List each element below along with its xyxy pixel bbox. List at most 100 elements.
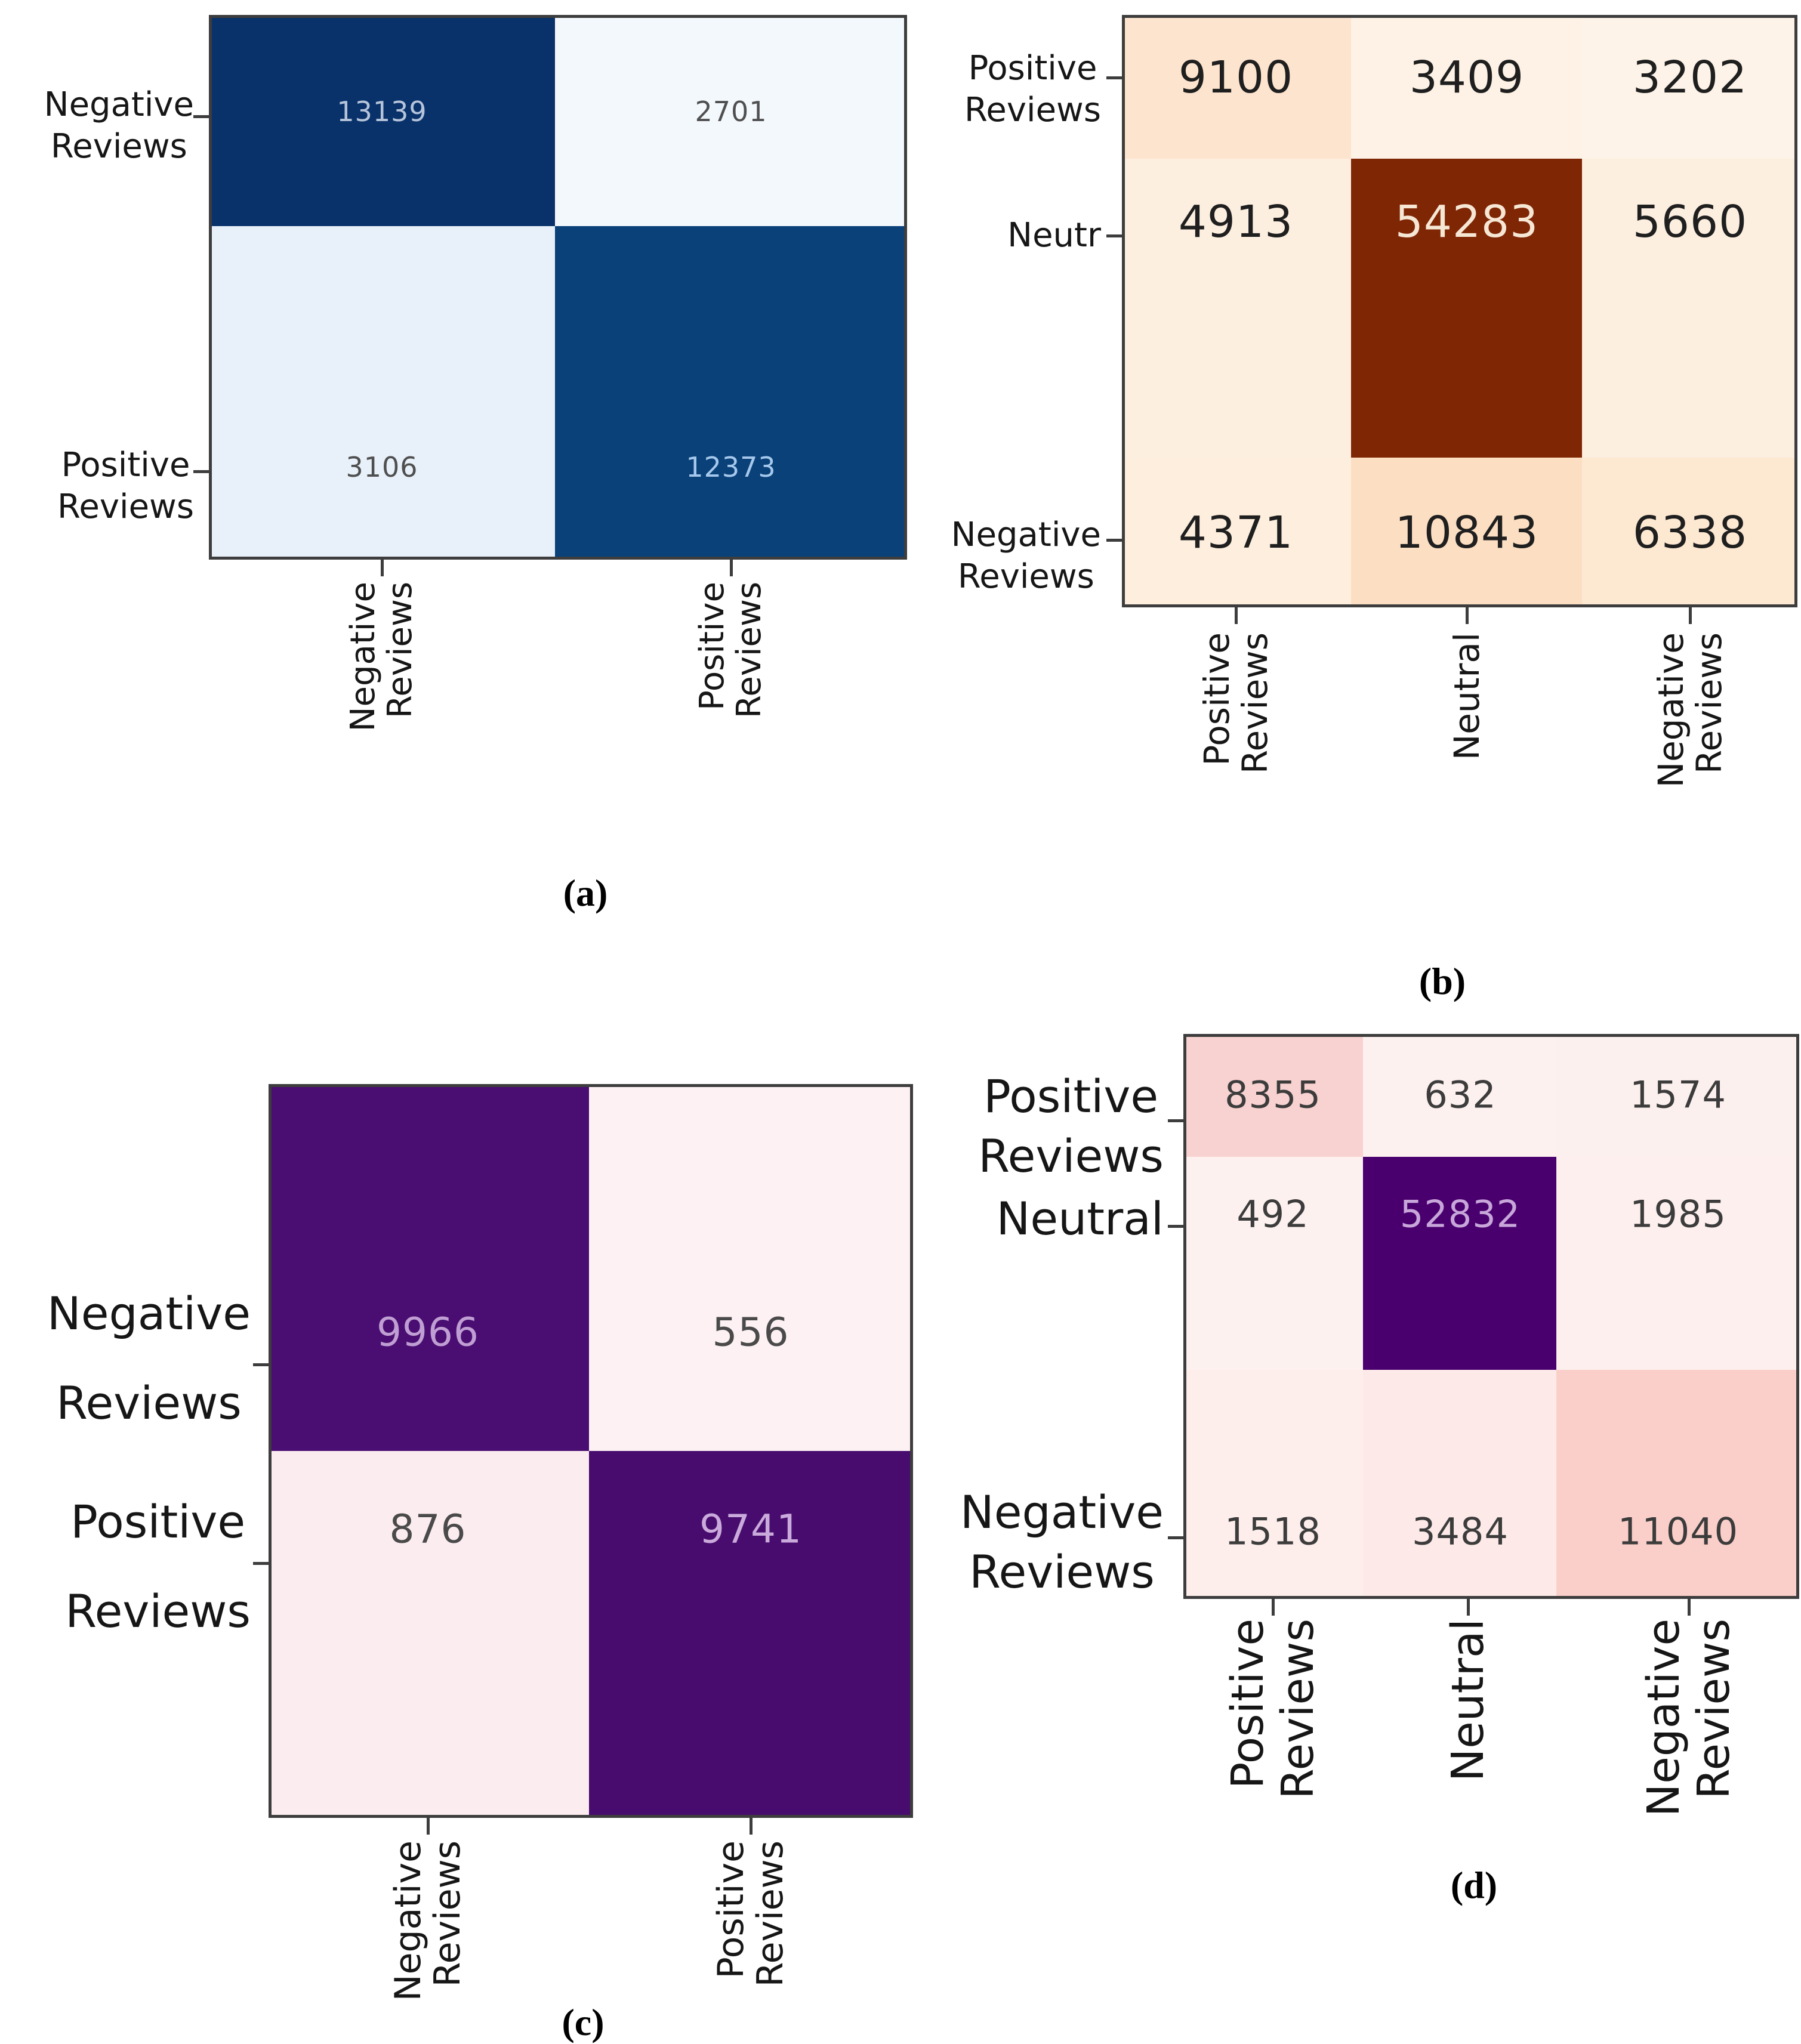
cell-value-b-r2c2: 6338 <box>1632 507 1748 558</box>
cell-value-b-r0c1: 3409 <box>1409 52 1525 103</box>
col-label-line: Negative <box>1638 1619 1689 1817</box>
y-axis-tick <box>1106 539 1122 542</box>
matrix-cell-a-r1c1 <box>555 226 904 557</box>
cell-value-c-r1c0: 876 <box>389 1506 467 1552</box>
matrix-cell-d-r0c1 <box>1363 1037 1557 1157</box>
cell-value-a-r0c1: 2701 <box>695 95 767 128</box>
matrix-cell-a-r0c0 <box>212 18 556 227</box>
col-label-a-0: Negative Reviews <box>344 582 420 743</box>
row-label-line: Reviews <box>57 487 194 526</box>
cell-value-a-r1c0: 3106 <box>346 451 418 483</box>
row-label-d-2: Negative Reviews <box>960 1483 1164 1602</box>
confusion-matrix-d <box>1183 1034 1799 1599</box>
matrix-cell-c-r0c0 <box>272 1087 589 1451</box>
cell-value-d-r1c0: 492 <box>1236 1192 1309 1236</box>
matrix-cell-d-r1c2 <box>1556 1157 1796 1370</box>
x-axis-tick <box>381 560 384 576</box>
row-label-line: Negative <box>951 515 1101 554</box>
matrix-cell-d-r2c2 <box>1556 1370 1796 1596</box>
cell-value-d-r0c0: 8355 <box>1225 1073 1321 1117</box>
row-label-line: Neutr <box>1007 216 1101 255</box>
cell-value-b-r1c2: 5660 <box>1632 196 1748 248</box>
matrix-cell-d-r1c1 <box>1363 1157 1557 1370</box>
col-label-line: Reviews <box>1235 632 1275 774</box>
matrix-cell-a-r1c0 <box>212 226 556 557</box>
row-label-line: Reviews <box>969 1545 1155 1598</box>
col-label-c-0: Negative Reviews <box>387 1841 468 2014</box>
matrix-cell-b-r1c1 <box>1351 158 1583 458</box>
row-label-line: Reviews <box>964 91 1101 129</box>
y-axis-tick <box>1168 1225 1183 1228</box>
col-label-line: Reviews <box>1689 632 1729 774</box>
col-label-line: Positive <box>1222 1619 1273 1789</box>
row-label-line: Negative <box>960 1486 1164 1539</box>
matrix-cell-d-r1c0 <box>1186 1157 1364 1370</box>
col-label-line: Negative <box>387 1841 429 2002</box>
col-label-line: Reviews <box>427 1841 468 1987</box>
matrix-cell-d-r0c0 <box>1186 1037 1364 1157</box>
col-label-line: Neutral <box>1447 632 1487 761</box>
cell-value-a-r0c0: 13139 <box>337 95 427 128</box>
x-axis-tick <box>1467 1599 1470 1616</box>
cell-value-b-r1c1: 54283 <box>1395 196 1539 248</box>
row-label-line: Positive <box>70 1495 246 1548</box>
y-axis-tick <box>1106 76 1122 79</box>
col-label-line: Reviews <box>750 1841 791 1987</box>
row-label-line: Negative <box>47 1287 251 1340</box>
matrix-cell-c-r0c1 <box>588 1087 910 1451</box>
cell-value-b-r1c0: 4913 <box>1178 196 1294 248</box>
row-label-line: Positive <box>983 1070 1159 1123</box>
row-label-c-0: Negative Reviews <box>47 1269 251 1448</box>
matrix-cell-b-r0c2 <box>1582 18 1794 159</box>
cell-value-d-r0c2: 1574 <box>1630 1073 1726 1117</box>
row-label-a-1: Positive Reviews <box>57 444 194 528</box>
confusion-matrix-a <box>209 15 907 560</box>
x-axis-tick <box>1235 607 1238 624</box>
col-label-b-0: Positive Reviews <box>1196 632 1275 811</box>
y-axis-tick <box>193 470 209 473</box>
caption-d: (d) <box>1450 1864 1498 1906</box>
y-axis-tick <box>1168 1119 1183 1122</box>
col-label-line: Negative <box>344 582 383 732</box>
col-label-line: Positive <box>1196 632 1237 766</box>
x-axis-tick <box>1272 1599 1275 1616</box>
col-label-line: Reviews <box>381 582 420 718</box>
cell-value-b-r2c0: 4371 <box>1178 507 1294 558</box>
col-label-line: Reviews <box>1272 1619 1324 1799</box>
matrix-cell-b-r0c1 <box>1351 18 1583 159</box>
cell-value-b-r0c0: 9100 <box>1178 52 1294 103</box>
col-label-b-2: Negative Reviews <box>1651 632 1729 811</box>
cell-value-c-r0c0: 9966 <box>377 1309 479 1356</box>
caption-b: (b) <box>1418 960 1466 1002</box>
x-axis-tick <box>1688 1599 1691 1616</box>
matrix-cell-d-r2c1 <box>1363 1370 1557 1596</box>
matrix-cell-b-r1c0 <box>1125 158 1352 458</box>
cell-value-d-r1c2: 1985 <box>1630 1192 1726 1236</box>
caption-c: (c) <box>562 2001 605 2043</box>
x-axis-tick <box>750 1818 753 1835</box>
confusion-matrix-b <box>1122 15 1797 607</box>
row-label-d-0: Positive Reviews <box>978 1067 1164 1186</box>
matrix-cell-d-r0c2 <box>1556 1037 1796 1157</box>
y-axis-tick <box>193 115 209 118</box>
cell-value-b-r0c2: 3202 <box>1632 52 1748 103</box>
col-label-d-0: Positive Reviews <box>1222 1619 1324 1851</box>
col-label-line: Neutral <box>1442 1619 1494 1782</box>
row-label-line: Reviews <box>978 1129 1164 1182</box>
x-axis-tick <box>1466 607 1469 624</box>
matrix-cell-b-r2c2 <box>1582 458 1794 604</box>
cell-value-d-r0c1: 632 <box>1424 1073 1497 1117</box>
row-label-line: Positive <box>968 49 1097 88</box>
cell-value-d-r2c0: 1518 <box>1225 1509 1321 1554</box>
row-label-c-1: Positive Reviews <box>65 1477 251 1656</box>
matrix-cell-b-r2c0 <box>1125 458 1352 604</box>
matrix-cell-a-r0c1 <box>555 18 904 227</box>
matrix-cell-b-r2c1 <box>1351 458 1583 604</box>
row-label-line: Reviews <box>50 127 187 166</box>
y-axis-tick <box>253 1562 269 1565</box>
cell-value-d-r1c1: 52832 <box>1399 1192 1521 1236</box>
